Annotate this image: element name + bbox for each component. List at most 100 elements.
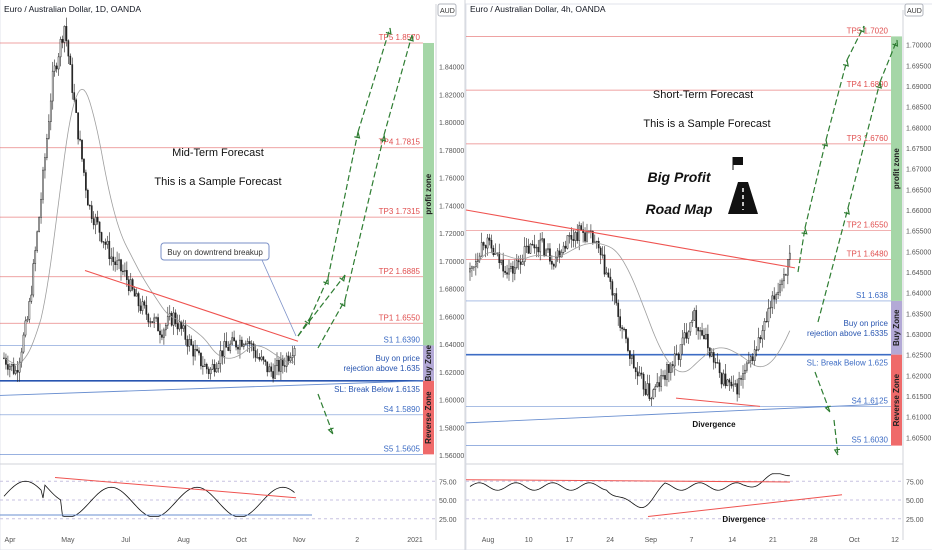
- level-label: S1 1.6390: [384, 335, 421, 344]
- y-tick-label: 1.62000: [906, 373, 931, 380]
- candle: [139, 305, 142, 311]
- candle: [785, 274, 787, 276]
- candle: [500, 259, 503, 263]
- forecast-arrow-head: [323, 277, 329, 285]
- y-tick-label: 1.80000: [439, 120, 464, 127]
- forecast-subtitle: This is a Sample Forecast: [154, 176, 281, 188]
- candle: [740, 378, 742, 380]
- candle: [642, 373, 645, 390]
- candle: [512, 266, 514, 274]
- candle: [664, 375, 666, 380]
- candle: [182, 325, 185, 329]
- candle: [16, 370, 19, 373]
- level-label: TP1 1.6480: [847, 250, 889, 259]
- candle: [178, 321, 181, 330]
- candle: [196, 348, 198, 352]
- forecast-arrow-down-head: [824, 405, 831, 413]
- candle: [576, 232, 579, 241]
- candle: [736, 383, 738, 395]
- candle: [87, 189, 89, 206]
- forecast-arrow: [817, 207, 849, 323]
- y-tick-label: 1.70000: [906, 43, 931, 50]
- y-tick-label: 1.68000: [439, 287, 464, 294]
- candle: [161, 334, 163, 338]
- candle: [241, 339, 243, 347]
- candle: [662, 375, 664, 377]
- candle: [227, 347, 230, 351]
- y-tick-label: 1.66000: [906, 208, 931, 215]
- candle: [648, 383, 651, 399]
- candle: [621, 327, 623, 330]
- forecast-arrow: [825, 59, 848, 141]
- candle: [710, 352, 713, 357]
- candle: [268, 366, 271, 373]
- y-tick-label: 1.72000: [439, 231, 464, 238]
- y-tick-label: 1.69000: [906, 84, 931, 91]
- candle: [541, 238, 543, 241]
- forecast-arrow-head: [822, 139, 829, 147]
- candle: [549, 248, 551, 262]
- level-label: TP2 1.6885: [379, 267, 421, 276]
- buy-label-line2: rejection above 1.635: [344, 364, 421, 373]
- level-label: TP4 1.7815: [379, 138, 421, 147]
- candle: [753, 349, 756, 361]
- candle: [252, 343, 255, 351]
- candle: [508, 268, 510, 275]
- y-tick-label: 1.63500: [906, 311, 931, 318]
- candle: [260, 356, 263, 360]
- candle: [675, 353, 678, 355]
- level-label: TP5 1.8570: [379, 33, 421, 42]
- currency-badge: [437, 3, 457, 17]
- candle: [693, 310, 696, 321]
- candle: [100, 232, 103, 242]
- candle: [701, 330, 703, 336]
- buy-label-line2: rejection above 1.6335: [807, 329, 889, 338]
- profit-zone-band: [423, 42, 434, 346]
- rsi-tick-label: 75.00: [439, 479, 457, 486]
- candle: [551, 261, 553, 265]
- forecast-arrow-head: [339, 299, 346, 307]
- candle: [46, 137, 48, 158]
- candle: [671, 364, 674, 367]
- level-label: TP5 1.7020: [847, 26, 889, 35]
- forecast-arrow: [846, 25, 865, 61]
- rsi-tick-label: 50.00: [906, 498, 924, 505]
- candle: [272, 371, 274, 379]
- candle: [666, 364, 668, 380]
- y-tick-label: 1.66500: [906, 187, 931, 194]
- y-tick-label: 1.65500: [906, 229, 931, 236]
- candle: [788, 252, 791, 260]
- candle: [59, 38, 62, 58]
- level-label: S5 1.6030: [852, 436, 889, 445]
- candle: [759, 337, 762, 340]
- candle: [738, 378, 740, 395]
- forecast-arrow-head: [304, 317, 311, 325]
- candle: [746, 362, 748, 371]
- candle: [104, 242, 107, 245]
- candle: [98, 221, 101, 233]
- rsi-trend-line: [465, 479, 791, 483]
- x-tick-label: 2021: [407, 537, 423, 544]
- level-label: S1 1.638: [856, 291, 889, 300]
- forecast-arrow: [297, 274, 346, 337]
- candle: [118, 259, 120, 262]
- candle: [225, 341, 228, 348]
- candle: [578, 225, 581, 241]
- forecast-arrow-head: [380, 134, 387, 142]
- candle: [570, 235, 573, 240]
- candle: [744, 369, 746, 374]
- candle: [256, 357, 259, 359]
- candle: [266, 361, 269, 373]
- road-map-script-line1: Big Profit: [648, 169, 712, 185]
- candle: [14, 370, 17, 374]
- candle: [122, 270, 124, 273]
- candle: [781, 280, 783, 285]
- candle: [112, 256, 115, 263]
- y-tick-label: 1.62000: [439, 370, 464, 377]
- y-tick-label: 1.60500: [906, 435, 931, 442]
- candle: [166, 316, 169, 326]
- candle: [88, 204, 91, 207]
- support-trend-line: [465, 403, 879, 424]
- forecast-arrow-down-head: [327, 427, 334, 435]
- downtrend-line: [84, 270, 299, 342]
